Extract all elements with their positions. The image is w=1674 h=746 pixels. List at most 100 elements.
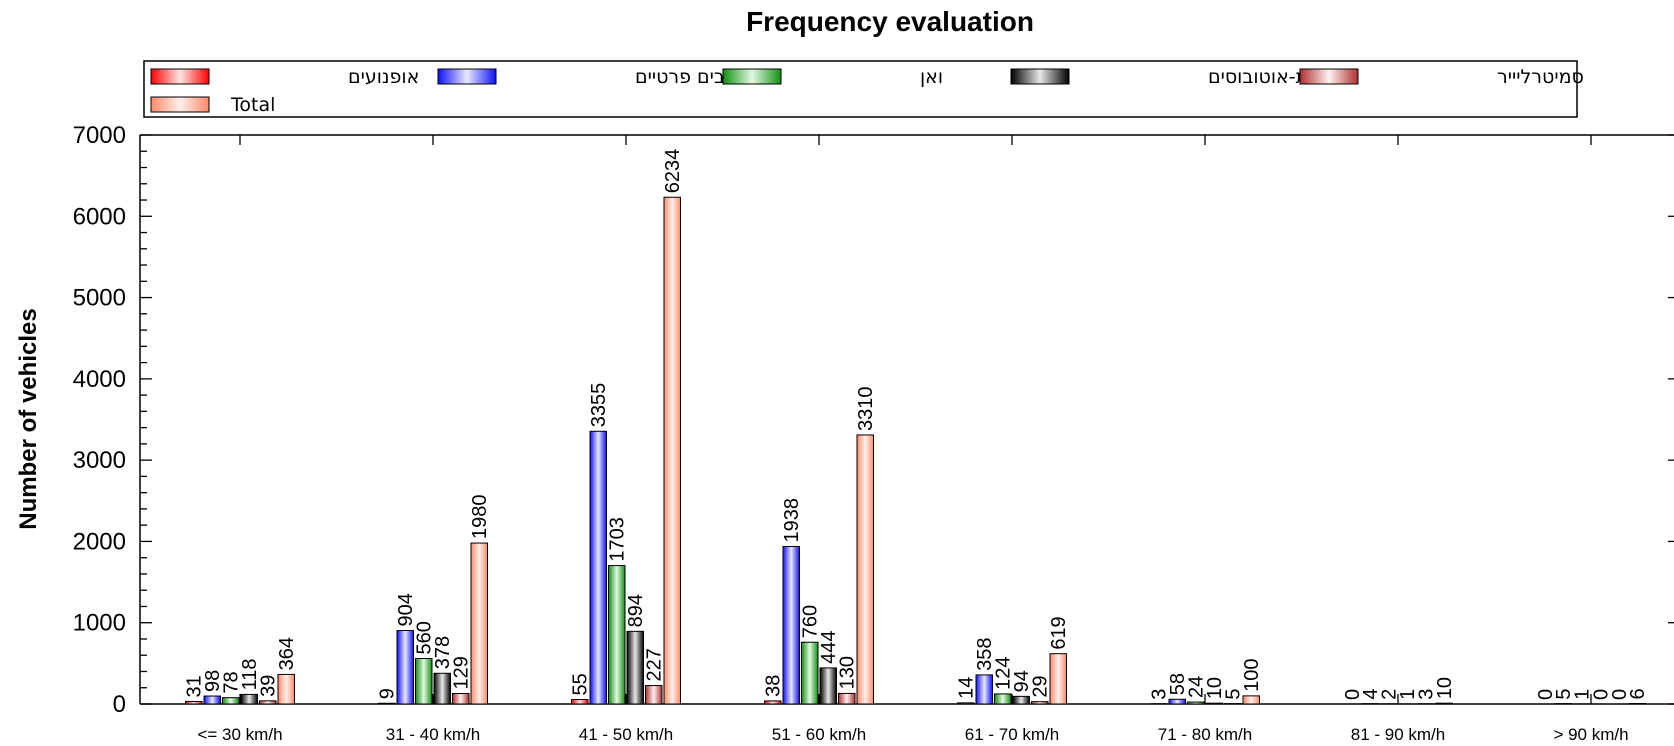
bar bbox=[608, 565, 626, 705]
bar bbox=[782, 545, 800, 705]
legend-swatch bbox=[150, 68, 210, 85]
bars bbox=[185, 196, 1646, 705]
data-label: 24 bbox=[1186, 676, 1208, 698]
data-label: 227 bbox=[644, 648, 666, 681]
bar bbox=[626, 630, 644, 705]
bar bbox=[452, 693, 470, 705]
legend-swatch bbox=[722, 68, 782, 85]
data-label: 38 bbox=[763, 675, 785, 697]
data-label: 129 bbox=[451, 656, 473, 689]
bar bbox=[470, 542, 488, 705]
data-label: 358 bbox=[974, 638, 996, 671]
bar bbox=[277, 673, 295, 705]
bar bbox=[378, 702, 396, 705]
data-label: 10 bbox=[1204, 677, 1226, 699]
y-tick-label: 2000 bbox=[73, 528, 126, 555]
x-tick-label: 81 - 90 km/h bbox=[1351, 725, 1446, 744]
data-label: 444 bbox=[818, 631, 840, 664]
data-label: 55 bbox=[570, 673, 592, 695]
data-label: 0 bbox=[1590, 689, 1612, 700]
data-label: 14 bbox=[956, 677, 978, 699]
data-label: 894 bbox=[625, 594, 647, 627]
bar bbox=[185, 700, 203, 705]
bar bbox=[764, 700, 782, 705]
data-label: 904 bbox=[395, 593, 417, 626]
data-label: 5 bbox=[1553, 688, 1575, 699]
bar bbox=[415, 657, 433, 705]
bar bbox=[222, 697, 240, 705]
data-label: 0 bbox=[1535, 689, 1557, 700]
y-tick-label: 3000 bbox=[73, 447, 126, 474]
data-label: 100 bbox=[1241, 658, 1263, 691]
data-label: 6234 bbox=[662, 149, 684, 194]
y-tick-label: 0 bbox=[113, 691, 126, 718]
bar bbox=[433, 672, 451, 705]
data-label: 1 bbox=[1572, 689, 1594, 700]
chart-title: Frequency evaluation bbox=[746, 6, 1034, 37]
data-label: 2 bbox=[1379, 689, 1401, 700]
data-label: 378 bbox=[432, 636, 454, 669]
legend-label: אופנועים bbox=[348, 66, 419, 88]
data-label: 5 bbox=[1223, 688, 1245, 699]
y-tick-label: 5000 bbox=[73, 285, 126, 312]
legend-label: Total bbox=[230, 94, 275, 116]
data-label: 4 bbox=[1360, 689, 1382, 700]
legend-swatch bbox=[1010, 68, 1070, 85]
data-label: 3 bbox=[1149, 689, 1171, 700]
bar bbox=[994, 693, 1012, 705]
data-label: 1980 bbox=[469, 495, 491, 540]
bar bbox=[1049, 653, 1067, 705]
data-label: 10 bbox=[1434, 677, 1456, 699]
bar bbox=[801, 641, 819, 705]
bar bbox=[1168, 698, 1186, 705]
data-label: 619 bbox=[1048, 616, 1070, 649]
bar bbox=[571, 699, 589, 705]
data-label: 364 bbox=[276, 637, 298, 670]
bar bbox=[1205, 702, 1223, 705]
data-label: 6 bbox=[1627, 688, 1649, 699]
x-tick-label: 61 - 70 km/h bbox=[965, 725, 1060, 744]
data-label: 560 bbox=[414, 621, 436, 654]
bar bbox=[1012, 695, 1030, 705]
bar bbox=[819, 667, 837, 705]
data-label: 98 bbox=[202, 670, 224, 692]
data-label: 0 bbox=[1609, 689, 1631, 700]
data-label: 3355 bbox=[588, 383, 610, 428]
x-tick-label: 51 - 60 km/h bbox=[772, 725, 867, 744]
legend-label: ואן bbox=[920, 66, 943, 88]
bar bbox=[1187, 701, 1205, 705]
data-label: 39 bbox=[258, 675, 280, 697]
data-label: 31 bbox=[184, 675, 206, 697]
bar bbox=[1435, 702, 1453, 705]
legend-label: רכבים פרטיים bbox=[635, 66, 746, 88]
bar bbox=[589, 430, 607, 705]
data-label: 3310 bbox=[855, 386, 877, 431]
data-label: 1703 bbox=[607, 517, 629, 562]
bar bbox=[645, 685, 663, 705]
x-tick-label: 71 - 80 km/h bbox=[1158, 725, 1253, 744]
y-axis-label: Number of vehicles bbox=[15, 308, 42, 529]
legend: אופנועים רכבים פרטיים ואן משאיות-אוטובוסים ס… bbox=[143, 60, 1584, 118]
bar bbox=[838, 692, 856, 705]
bar bbox=[396, 630, 414, 705]
data-label: 118 bbox=[239, 659, 261, 691]
data-label: 124 bbox=[993, 657, 1015, 690]
x-tick-label: 41 - 50 km/h bbox=[579, 725, 674, 744]
bar bbox=[1031, 701, 1049, 705]
y-tick-label: 6000 bbox=[73, 203, 126, 230]
data-label: 58 bbox=[1167, 673, 1189, 695]
data-label: 9 bbox=[377, 688, 399, 699]
bar bbox=[240, 693, 258, 705]
data-label: 1 bbox=[1397, 689, 1419, 700]
y-tick-label: 1000 bbox=[73, 610, 126, 637]
y-tick-label: 7000 bbox=[73, 122, 126, 149]
bar bbox=[957, 702, 975, 705]
data-label: 29 bbox=[1030, 675, 1052, 697]
bar bbox=[259, 700, 277, 705]
data-label: 760 bbox=[800, 605, 822, 638]
y-tick-label: 4000 bbox=[73, 366, 126, 393]
x-tick-label: 31 - 40 km/h bbox=[386, 725, 481, 744]
data-label: 3 bbox=[1416, 689, 1438, 700]
